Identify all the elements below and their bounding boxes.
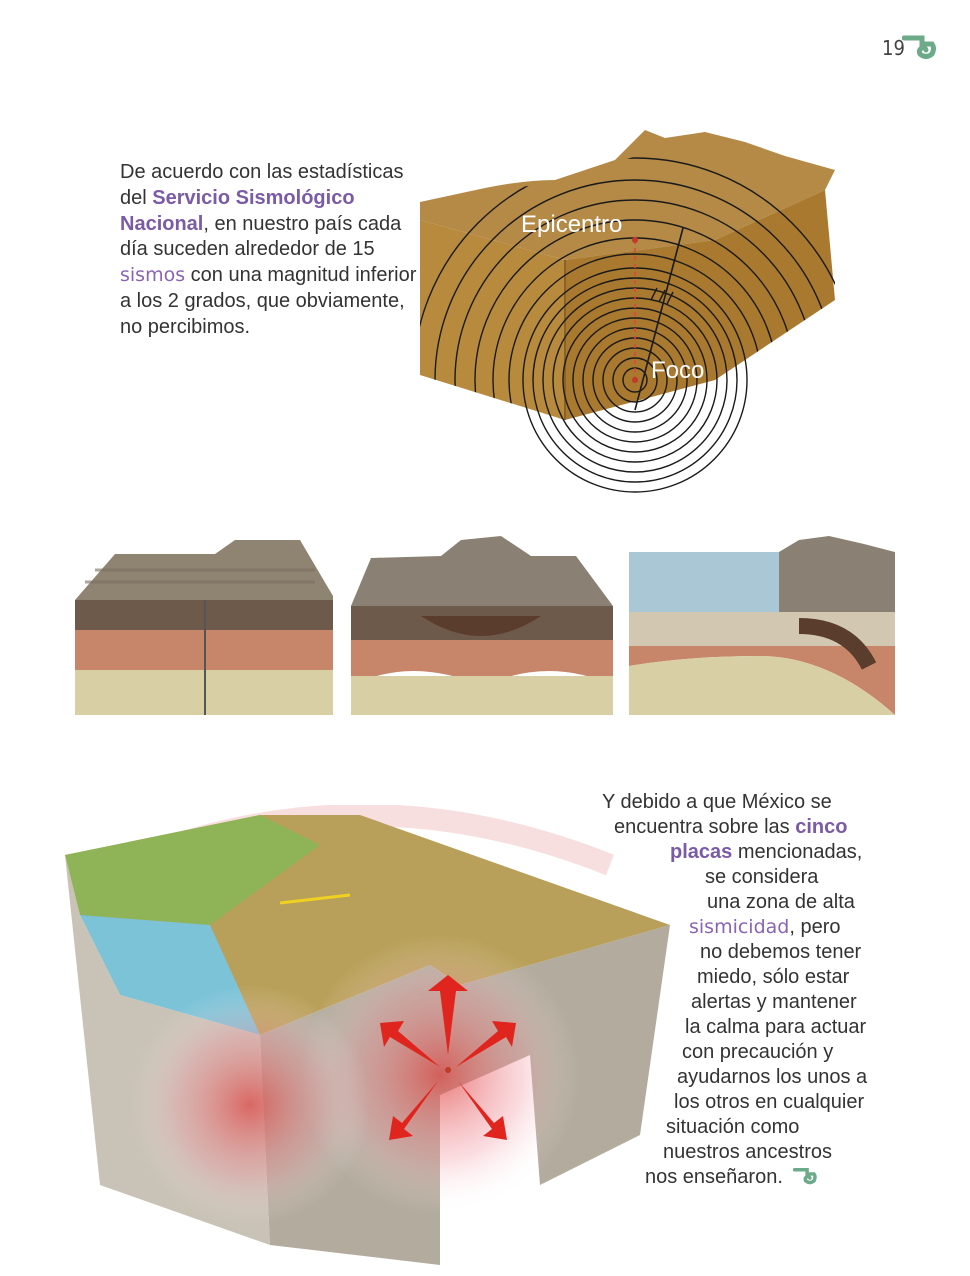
epicentro-label: Epicentro [521, 211, 622, 238]
closing-line: se considera [705, 866, 819, 888]
closing-line: una zona de alta [707, 891, 855, 913]
closing-line: Y debido a que México se [602, 791, 832, 813]
closing-text: nos enseñaron. [645, 1166, 783, 1188]
closing-line: la calma para actuar [685, 1016, 867, 1038]
closing-line: situación como [666, 1116, 800, 1138]
intro-text: con una magnitud inferior a los 2 grados… [120, 264, 417, 338]
closing-line: no debemos tener [700, 941, 862, 963]
closing-line: sismicidad, pero [560, 915, 900, 940]
intro-text: , en nuestro país cada día suceden alred… [120, 212, 402, 261]
foco-label: Foco [651, 357, 704, 384]
closing-line: los otros en cualquier [674, 1091, 865, 1113]
fault-block-diagram-3 [629, 536, 895, 715]
highlight-cinco: cinco [795, 816, 848, 838]
closing-line: ayudarnos los unos a [677, 1066, 868, 1088]
closing-line: miedo, sólo estar [697, 966, 850, 988]
highlight-placas: placas [670, 841, 733, 863]
closing-line: con precaución y [682, 1041, 834, 1063]
fault-block-diagram-2 [351, 536, 613, 715]
intro-paragraph: De acuerdo con las estadísticas del Serv… [120, 160, 420, 341]
closing-line: placas mencionadas, [560, 840, 900, 865]
end-ornament-icon [793, 1168, 818, 1185]
closing-text: mencionadas, [732, 841, 863, 863]
glossary-term-sismicidad[interactable]: sismicidad [689, 916, 790, 938]
intro-text: De acuerdo con las estadísticas del [120, 161, 404, 209]
page-ornament-icon [902, 35, 936, 59]
closing-line: encuentra sobre las cinco [560, 815, 900, 840]
closing-line: alertas y mantener [691, 991, 857, 1013]
fault-block-diagram-1 [75, 540, 333, 715]
highlight-servicio-sismologico: Servicio Sismológico Nacional [120, 186, 355, 235]
seismic-wave-terrain-illustration [65, 805, 670, 1265]
glossary-term-sismos[interactable]: sismos [120, 264, 186, 287]
closing-text: encuentra sobre las [614, 816, 796, 838]
closing-paragraph: Y debido a que México se encuentra sobre… [560, 790, 900, 1190]
page-number: 19 [882, 36, 905, 60]
epicenter-focus-diagram: Epicentro Foco [420, 130, 835, 493]
closing-line: nos enseñaron. [560, 1165, 900, 1190]
closing-line: nuestros ancestros [663, 1141, 832, 1163]
closing-text: , pero [789, 916, 841, 938]
